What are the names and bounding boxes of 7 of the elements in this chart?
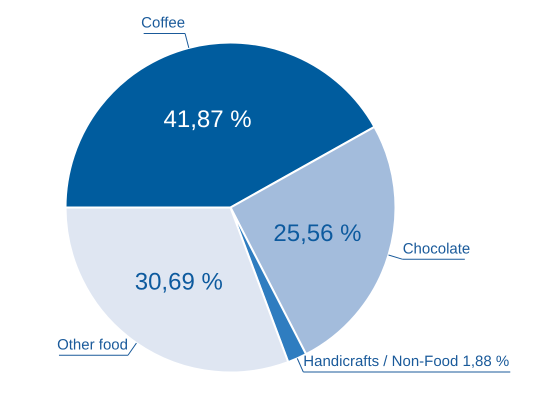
slice-label: Handicrafts / Non-Food 1,88 %: [303, 352, 510, 370]
data-label: 25,56 %: [273, 220, 362, 248]
data-label: 41,87 %: [164, 106, 252, 134]
slice-label: Chocolate: [402, 240, 470, 258]
slice-label: Coffee: [141, 14, 186, 32]
data-label: 30,69 %: [134, 268, 223, 296]
slice-label: Other food: [57, 336, 128, 354]
